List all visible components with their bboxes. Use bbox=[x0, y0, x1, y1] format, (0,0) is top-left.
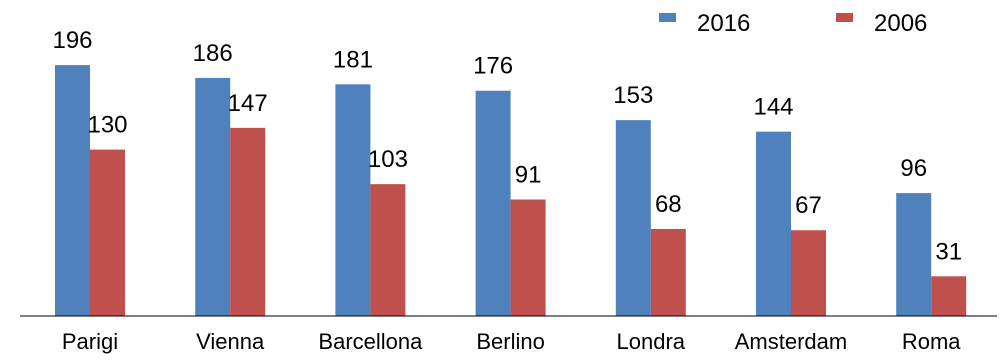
x-tick-label-parigi: Parigi bbox=[62, 329, 118, 354]
bar-2016-vienna bbox=[195, 77, 231, 316]
data-label-2016-parigi: 196 bbox=[52, 27, 92, 54]
bar-2006-berlino bbox=[510, 199, 546, 316]
x-tick-label-barcellona: Barcellona bbox=[318, 329, 423, 354]
x-tick-labels: Parigi Vienna Barcellona Berlino Londra Amste… bbox=[62, 329, 961, 354]
legend-label-2016: 2016 bbox=[697, 10, 750, 37]
data-label-2006-londra: 68 bbox=[655, 191, 682, 218]
data-label-2006-vienna: 147 bbox=[228, 90, 268, 117]
data-label-2016-londra: 153 bbox=[613, 82, 653, 109]
bar-2016-roma bbox=[896, 193, 932, 316]
legend: 2016 2006 bbox=[659, 10, 927, 37]
legend-swatch-2006 bbox=[836, 13, 853, 22]
data-label-2016-berlino: 176 bbox=[473, 53, 513, 80]
x-tick-label-roma: Roma bbox=[902, 329, 961, 354]
bar-2006-vienna bbox=[230, 127, 266, 316]
bars-layer bbox=[55, 65, 967, 317]
data-label-2006-roma: 31 bbox=[935, 238, 962, 265]
bar-2016-amsterdam bbox=[756, 131, 791, 316]
legend-label-2006: 2006 bbox=[874, 10, 927, 37]
data-label-2006-amsterdam: 67 bbox=[795, 192, 822, 219]
data-label-2006-parigi: 130 bbox=[87, 112, 127, 139]
bar-2016-barcellona bbox=[335, 84, 371, 316]
x-tick-label-berlino: Berlino bbox=[476, 329, 544, 354]
bar-2006-barcellona bbox=[370, 184, 406, 316]
data-label-2006-berlino: 91 bbox=[515, 162, 542, 189]
data-label-2016-vienna: 186 bbox=[193, 40, 233, 67]
bar-2016-berlino bbox=[475, 90, 511, 316]
bar-2016-londra bbox=[615, 120, 651, 316]
data-label-2016-amsterdam: 144 bbox=[753, 94, 793, 121]
x-tick-label-vienna: Vienna bbox=[196, 329, 265, 354]
data-label-2016-barcellona: 181 bbox=[333, 46, 373, 73]
data-label-2006-barcellona: 103 bbox=[368, 146, 408, 173]
bar-2006-amsterdam bbox=[791, 230, 826, 316]
bar-2006-roma bbox=[931, 276, 967, 316]
x-tick-label-londra: Londra bbox=[617, 329, 686, 354]
legend-swatch-2016 bbox=[659, 13, 676, 22]
bar-2006-londra bbox=[650, 228, 686, 316]
x-tick-label-amsterdam: Amsterdam bbox=[735, 329, 847, 354]
data-labels-layer: 196 130 186 147 181 103 176 91 153 68 144 67 96 31 bbox=[52, 27, 962, 265]
bar-2006-parigi bbox=[90, 149, 125, 316]
data-label-2016-roma: 96 bbox=[900, 155, 927, 182]
bar-2016-parigi bbox=[55, 65, 90, 317]
